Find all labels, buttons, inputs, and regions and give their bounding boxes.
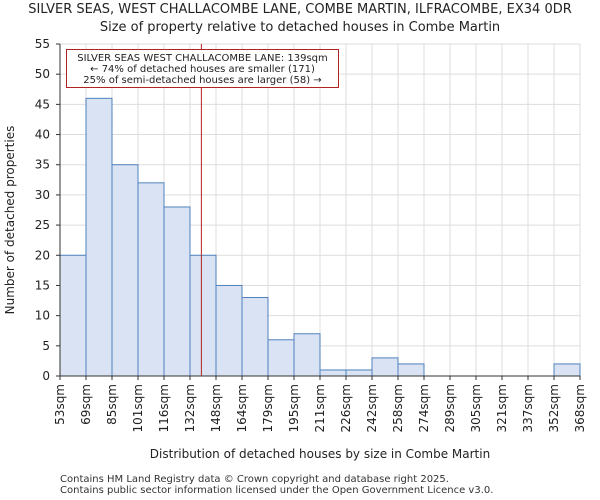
x-tick-label: 164sqm xyxy=(235,384,249,432)
histogram-bar xyxy=(319,369,347,377)
y-tick-label: 25 xyxy=(35,218,50,232)
histogram-bar xyxy=(241,297,269,377)
x-tick-label: 101sqm xyxy=(131,384,145,432)
x-tick-label: 305sqm xyxy=(469,384,483,432)
x-tick-label: 368sqm xyxy=(573,384,587,432)
histogram-bar xyxy=(371,357,399,377)
histogram-bar xyxy=(85,97,113,377)
x-tick-label: 352sqm xyxy=(547,384,561,432)
x-tick-label: 211sqm xyxy=(313,384,327,432)
histogram-bar xyxy=(111,164,139,377)
x-tick-label: 132sqm xyxy=(183,384,197,432)
x-tick-label: 69sqm xyxy=(79,384,93,425)
y-tick-label: 15 xyxy=(35,278,50,292)
y-tick-label: 35 xyxy=(35,158,50,172)
y-tick-label: 50 xyxy=(35,67,50,81)
y-tick-label: 55 xyxy=(35,37,50,51)
chart-subtitle: Size of property relative to detached ho… xyxy=(99,20,501,35)
x-tick-label: 321sqm xyxy=(495,384,509,432)
y-tick-label: 5 xyxy=(42,339,50,353)
footer-copyright: Contains HM Land Registry data © Crown c… xyxy=(60,474,449,485)
y-tick-label: 0 xyxy=(42,369,50,383)
histogram-bar xyxy=(137,182,165,377)
y-tick-label: 45 xyxy=(35,97,50,111)
annotation-line-3: 25% of semi-detached houses are larger (… xyxy=(83,75,322,86)
x-tick-label: 179sqm xyxy=(261,384,275,432)
annotation-line-1: SILVER SEAS WEST CHALLACOMBE LANE: 139sq… xyxy=(77,53,328,64)
histogram-bar xyxy=(293,333,321,377)
histogram-bar xyxy=(59,254,87,377)
x-tick-label: 289sqm xyxy=(443,384,457,432)
histogram-bar xyxy=(215,284,243,377)
annotation-line-2: ← 74% of detached houses are smaller (17… xyxy=(90,64,315,75)
x-axis-title: Distribution of detached houses by size … xyxy=(150,447,490,461)
x-tick-label: 85sqm xyxy=(105,384,119,425)
x-tick-label: 337sqm xyxy=(521,384,535,432)
y-tick-label: 40 xyxy=(35,128,50,142)
histogram-bar xyxy=(345,369,373,377)
x-tick-label: 195sqm xyxy=(287,384,301,432)
y-tick-label: 20 xyxy=(35,248,50,262)
x-tick-label: 226sqm xyxy=(339,384,353,432)
y-tick-label: 10 xyxy=(35,309,50,323)
x-tick-label: 274sqm xyxy=(417,384,431,432)
y-axis-title: Number of detached properties xyxy=(3,126,17,315)
x-tick-label: 242sqm xyxy=(365,384,379,432)
x-tick-label: 53sqm xyxy=(53,384,67,425)
histogram-bar xyxy=(163,206,191,377)
x-tick-label: 116sqm xyxy=(157,384,171,432)
histogram-bar xyxy=(553,363,581,377)
y-tick-label: 30 xyxy=(35,188,50,202)
x-tick-label: 148sqm xyxy=(209,384,223,432)
footer-licence: Contains public sector information licen… xyxy=(60,485,494,496)
histogram-bar xyxy=(189,254,217,377)
histogram-bar xyxy=(267,339,295,377)
x-tick-label: 258sqm xyxy=(391,384,405,432)
marker-annotation: SILVER SEAS WEST CHALLACOMBE LANE: 139sq… xyxy=(66,49,339,88)
chart-title: SILVER SEAS, WEST CHALLACOMBE LANE, COMB… xyxy=(28,2,572,17)
histogram-bar xyxy=(397,363,425,377)
